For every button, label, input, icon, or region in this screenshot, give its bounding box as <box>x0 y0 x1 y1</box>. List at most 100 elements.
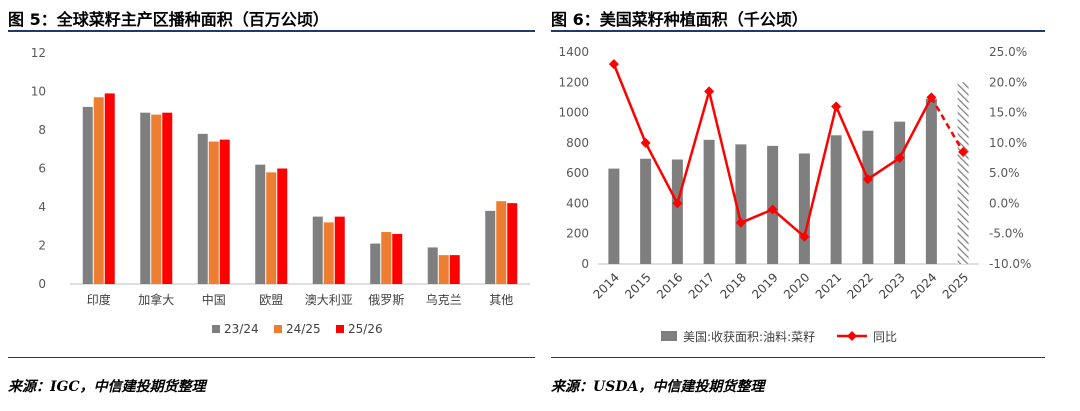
left-panel: 图 5：全球菜籽主产区播种面积（百万公顷） 0 2 4 6 8 10 12 印度 加拿大 中国 欧盟… <box>0 0 535 411</box>
right-legend-line-marker <box>847 331 857 341</box>
right-right-y-tick-label: -10.0% <box>989 257 1031 271</box>
right-x-tick-label: 2016 <box>654 270 685 301</box>
left-legend-label: 24/25 <box>286 322 321 336</box>
left-bar-23-24 <box>82 106 93 285</box>
right-left-y-tick-label: 200 <box>566 227 589 241</box>
right-right-y-tick-label: 20.0% <box>989 75 1027 89</box>
right-x-tick-label: 2019 <box>749 270 780 301</box>
left-x-tick-label: 乌克兰 <box>426 292 462 307</box>
right-right-y-tick-label: 15.0% <box>989 106 1027 120</box>
right-yoy-point <box>958 146 969 157</box>
left-bottom-rule <box>8 357 535 358</box>
right-left-y-tick-label: 1400 <box>558 45 589 59</box>
right-bar <box>798 153 810 264</box>
right-right-y-tick-label: 5.0% <box>989 166 1020 180</box>
right-panel: 图 6：美国菜籽种植面积（千公顷） 0 200 400 600 800 1000 1200 1… <box>551 0 1080 411</box>
right-yoy-point <box>735 217 746 228</box>
left-y-tick-label: 6 <box>38 162 46 176</box>
right-bar <box>830 135 842 264</box>
right-yoy-point <box>831 101 842 112</box>
left-bar-24-25 <box>323 222 334 284</box>
right-x-tick-label: 2023 <box>876 270 907 301</box>
left-bar-23-24 <box>485 210 496 284</box>
left-chart: 0 2 4 6 8 10 12 印度 加拿大 中国 欧盟 澳大利亚 俄罗斯 乌克兰 其他 23/24 24/25… <box>31 46 530 336</box>
right-left-y-tick-label: 800 <box>566 136 589 150</box>
left-legend-swatch <box>274 325 282 333</box>
right-chart: 0 200 400 600 800 1000 1200 1400 25.0% 20.0% 15.0%… <box>558 45 1031 344</box>
right-x-tick-label: 2018 <box>717 270 748 301</box>
left-bar-24-25 <box>208 141 219 284</box>
right-bar <box>671 159 683 264</box>
right-right-y-tick-label: 10.0% <box>989 136 1027 150</box>
right-yoy-point <box>704 86 715 97</box>
right-x-tick-label: 2025 <box>940 270 971 301</box>
left-bar-24-25 <box>381 232 392 284</box>
right-bottom-rule <box>551 357 1045 358</box>
left-legend-label: 25/26 <box>348 322 383 336</box>
left-bar-23-24 <box>312 216 323 284</box>
left-bar-23-24 <box>370 243 381 284</box>
right-bar <box>703 139 715 264</box>
right-legend-line-label: 同比 <box>873 330 897 344</box>
right-legend-bar-swatch <box>661 331 677 341</box>
right-chart-title: 图 6：美国菜籽种植面积（千公顷） <box>551 10 808 29</box>
left-y-tick-label: 2 <box>38 239 46 253</box>
left-x-tick-label: 俄罗斯 <box>368 293 404 307</box>
right-bar <box>925 98 937 264</box>
left-bar-24-25 <box>151 114 162 284</box>
left-x-tick-label: 其他 <box>489 293 513 307</box>
left-y-tick-label: 12 <box>31 46 46 60</box>
right-yoy-point <box>799 231 810 242</box>
left-bar-24-25 <box>266 172 277 284</box>
right-yoy-point <box>894 153 905 163</box>
left-legend-swatch <box>212 325 220 333</box>
right-legend-bar-label: 美国:收获面积:油料:菜籽 <box>683 330 815 344</box>
left-source: 来源：IGC，中信建投期货整理 <box>8 379 206 395</box>
left-bar-25-26 <box>277 168 288 284</box>
right-x-tick-label: 2024 <box>908 270 939 301</box>
left-bar-25-26 <box>162 112 173 284</box>
left-y-tick-label: 10 <box>31 85 46 99</box>
left-x-tick-label: 中国 <box>202 292 226 307</box>
left-x-tick-label: 印度 <box>87 292 111 307</box>
right-right-y-tick-label: -5.0% <box>989 227 1024 241</box>
right-left-y-tick-label: 0 <box>581 257 589 271</box>
left-bar-23-24 <box>427 247 438 284</box>
left-y-tick-label: 0 <box>38 277 46 291</box>
left-bar-25-26 <box>219 139 230 284</box>
left-bar-25-26 <box>449 255 460 284</box>
left-bar-23-24 <box>255 164 266 284</box>
right-x-tick-label: 2015 <box>622 270 653 301</box>
right-bar <box>862 130 874 264</box>
left-legend-label: 23/24 <box>224 322 259 336</box>
left-chart-title: 图 5：全球菜籽主产区播种面积（百万公顷） <box>8 10 329 29</box>
left-y-tick-label: 8 <box>38 123 46 137</box>
left-bar-25-26 <box>392 233 403 284</box>
right-bar <box>640 158 652 264</box>
left-x-tick-label: 欧盟 <box>259 293 283 307</box>
right-yoy-point <box>862 174 873 185</box>
right-right-y-tick-label: 0.0% <box>989 196 1020 210</box>
left-bar-24-25 <box>496 201 507 284</box>
right-yoy-point <box>640 137 651 148</box>
right-left-y-tick-label: 600 <box>566 166 589 180</box>
right-right-y-tick-label: 25.0% <box>989 45 1027 59</box>
left-bar-23-24 <box>140 112 151 284</box>
left-legend-swatch <box>336 325 344 333</box>
right-bar <box>957 82 969 265</box>
left-title-rule <box>8 30 535 32</box>
left-bar-25-26 <box>334 216 345 284</box>
right-left-y-tick-label: 1000 <box>558 106 589 120</box>
left-y-tick-label: 4 <box>38 200 46 214</box>
right-x-tick-label: 2014 <box>590 270 621 301</box>
left-bar-25-26 <box>104 93 115 284</box>
right-title-rule <box>551 30 1045 32</box>
left-bar-24-25 <box>438 255 449 284</box>
right-yoy-point <box>672 198 683 209</box>
right-bar <box>608 168 620 264</box>
right-left-y-tick-label: 400 <box>566 196 589 210</box>
right-yoy-point <box>767 204 778 215</box>
left-bar-25-26 <box>507 203 518 284</box>
left-x-tick-label: 澳大利亚 <box>305 293 353 307</box>
right-bar <box>735 144 747 264</box>
